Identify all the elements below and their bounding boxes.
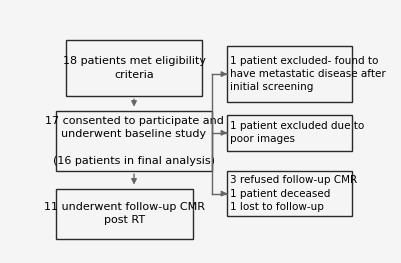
FancyBboxPatch shape	[227, 171, 352, 216]
Text: 1 patient excluded due to
poor images: 1 patient excluded due to poor images	[231, 121, 365, 144]
FancyBboxPatch shape	[227, 115, 352, 151]
FancyBboxPatch shape	[66, 40, 203, 96]
Text: 1 patient excluded- found to
have metastatic disease after
initial screening: 1 patient excluded- found to have metast…	[231, 56, 386, 92]
FancyBboxPatch shape	[227, 46, 352, 103]
Text: 18 patients met eligibility
criteria: 18 patients met eligibility criteria	[63, 56, 206, 80]
Text: 17 consented to participate and
underwent baseline study

(16 patients in final : 17 consented to participate and underwen…	[45, 116, 223, 166]
FancyBboxPatch shape	[56, 110, 212, 171]
Text: 3 refused follow-up CMR
1 patient deceased
1 lost to follow-up: 3 refused follow-up CMR 1 patient deceas…	[231, 175, 358, 212]
FancyBboxPatch shape	[56, 189, 193, 239]
Text: 11 underwent follow-up CMR
post RT: 11 underwent follow-up CMR post RT	[44, 202, 205, 225]
